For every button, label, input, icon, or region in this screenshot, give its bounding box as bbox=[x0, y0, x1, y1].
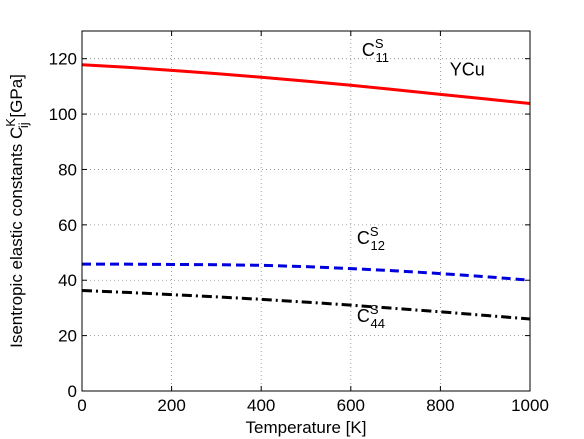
annotation-c11-sup: S bbox=[375, 36, 384, 51]
y-axis-title-sub: ij bbox=[16, 122, 31, 128]
plot-frame bbox=[81, 30, 531, 392]
y-tick-label: 20 bbox=[58, 327, 77, 346]
x-tick-label: 800 bbox=[426, 396, 454, 415]
annotation-c44-sub: 44 bbox=[371, 316, 385, 331]
annotation-c12: CS 12 bbox=[357, 224, 385, 253]
x-tick-label: 400 bbox=[247, 396, 275, 415]
annotation-c12-base: C bbox=[357, 228, 370, 248]
series-line-2 bbox=[82, 262, 531, 282]
grid-lines bbox=[82, 31, 530, 391]
y-tick-label: 100 bbox=[49, 105, 77, 124]
annotation-c44: CS 44 bbox=[357, 302, 385, 331]
y-tick-label: 0 bbox=[68, 382, 77, 401]
series-lines bbox=[81, 63, 531, 321]
annotation-c11-base: C bbox=[362, 40, 375, 60]
y-tick-labels: 0 20 40 60 80 100 120 bbox=[49, 50, 77, 401]
annotation-c12-sup: S bbox=[370, 224, 379, 239]
y-axis-title-sup: K bbox=[3, 118, 18, 127]
y-axis-title: Isentropic elastic constants CKij [GPa] bbox=[3, 74, 31, 348]
y-tick-label: 40 bbox=[58, 271, 77, 290]
annotation-c11-sub: 11 bbox=[376, 50, 390, 65]
x-tick-label: 0 bbox=[77, 396, 86, 415]
annotation-c44-sup: S bbox=[370, 302, 379, 317]
axis-ticks bbox=[81, 31, 531, 392]
x-tick-label: 600 bbox=[337, 396, 365, 415]
x-tick-labels: 0 200 400 600 800 1000 bbox=[77, 396, 549, 415]
annotation-c12-sub: 12 bbox=[371, 238, 385, 253]
y-tick-label: 80 bbox=[58, 160, 77, 179]
x-axis-title: Temperature [K] bbox=[246, 418, 367, 437]
y-axis-title-main: Isentropic elastic constants C bbox=[7, 127, 26, 348]
series-line-1 bbox=[81, 63, 531, 106]
y-tick-label: 120 bbox=[49, 50, 77, 69]
x-tick-label: 1000 bbox=[511, 396, 549, 415]
x-tick-label: 200 bbox=[157, 396, 185, 415]
y-tick-label: 60 bbox=[58, 216, 77, 235]
series-line-3 bbox=[81, 288, 531, 321]
annotation-ycu: YCu bbox=[450, 59, 485, 79]
annotation-c44-base: C bbox=[357, 306, 370, 326]
y-axis-title-unit: [GPa] bbox=[7, 74, 26, 122]
annotation-c11: CS 11 bbox=[362, 36, 389, 65]
